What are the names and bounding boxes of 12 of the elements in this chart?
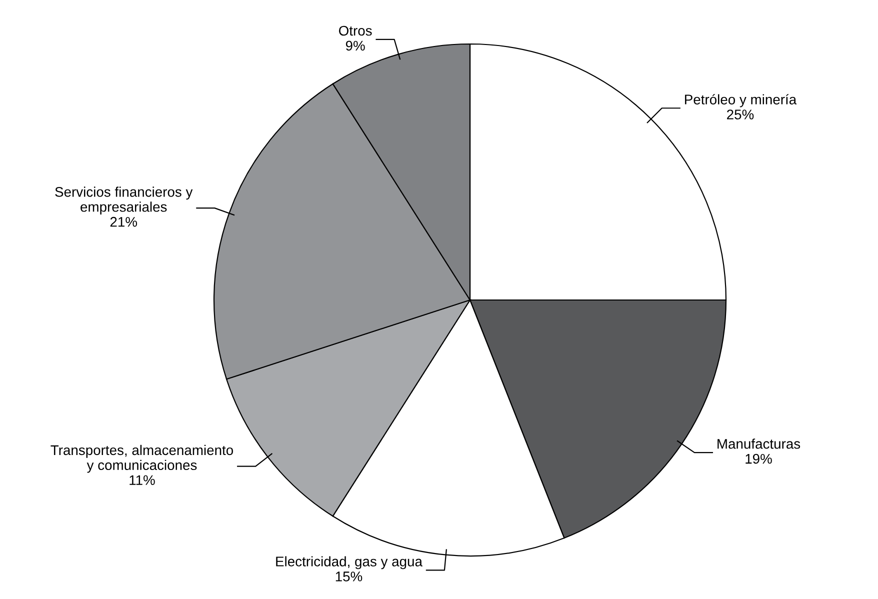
- slice-label: Petróleo y minería: [685, 94, 797, 108]
- data-label: 11%: [130, 475, 155, 485]
- slice-label: Otros: [338, 26, 372, 36]
- data-label: 9%: [346, 40, 365, 51]
- data-label: 25%: [727, 110, 754, 120]
- slice-label: Transportes, almacenamiento y comunicaciones: [50, 444, 234, 473]
- data-label: 19%: [746, 454, 772, 464]
- data-label: 21%: [110, 216, 138, 227]
- slice-label: Servicios financieros y empresariales: [55, 186, 193, 215]
- slice-label: Manufacturas: [718, 438, 800, 449]
- slice-label: Electricidad, gas y agua: [276, 556, 422, 570]
- data-label: 15%: [336, 572, 362, 582]
